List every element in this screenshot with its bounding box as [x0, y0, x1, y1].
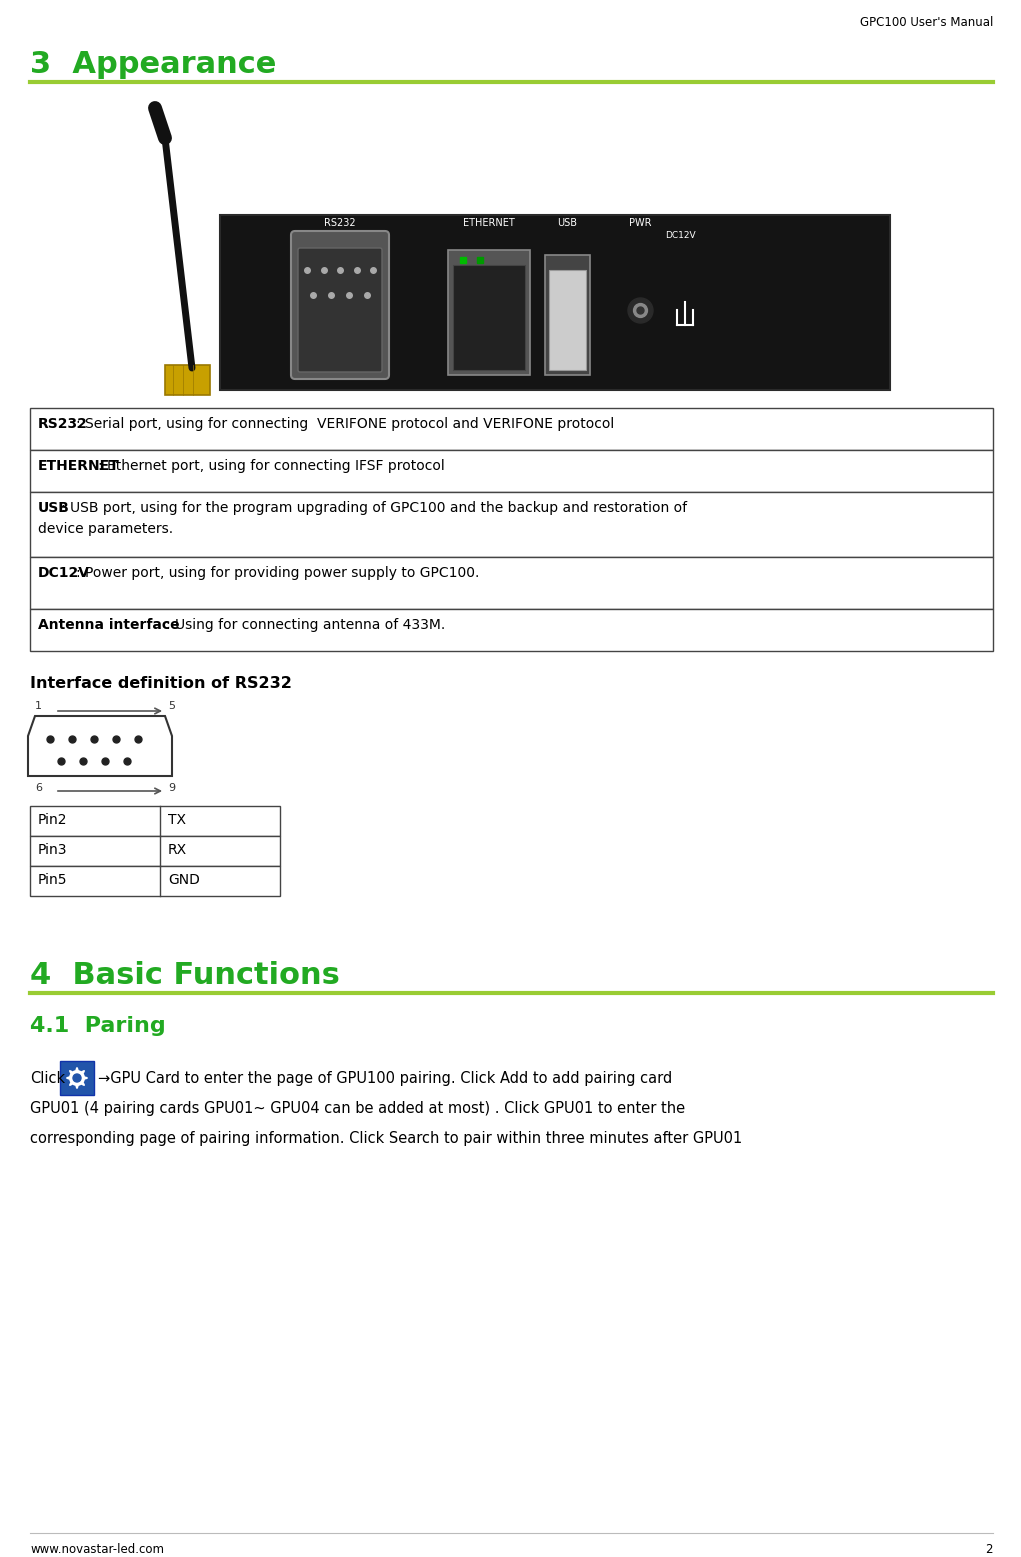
Text: GPU01 (4 pairing cards GPU01~ GPU04 can be added at most) . Click GPU01 to enter: GPU01 (4 pairing cards GPU01~ GPU04 can … [30, 1101, 685, 1116]
Text: Antenna interface: Antenna interface [38, 618, 180, 632]
Bar [453, 265, 525, 371]
Polygon shape [66, 1067, 88, 1088]
Circle shape [72, 1074, 81, 1082]
Text: 5: 5 [168, 701, 175, 712]
Text: device parameters.: device parameters. [38, 522, 174, 536]
Bar [30, 90, 993, 395]
Bar [30, 408, 993, 450]
Bar [165, 364, 210, 395]
Polygon shape [28, 716, 172, 775]
Bar [60, 1060, 94, 1095]
Text: →GPU Card to enter the page of GPU100 pairing. Click Add to add pairing card: →GPU Card to enter the page of GPU100 pa… [98, 1071, 672, 1085]
Text: : Using for connecting antenna of 433M.: : Using for connecting antenna of 433M. [165, 618, 445, 632]
Text: GPC100 User's Manual: GPC100 User's Manual [860, 16, 993, 30]
FancyBboxPatch shape [291, 230, 389, 378]
Text: 4  Basic Functions: 4 Basic Functions [30, 961, 340, 990]
Text: : Ethernet port, using for connecting IFSF protocol: : Ethernet port, using for connecting IF… [98, 459, 445, 473]
Bar [220, 215, 890, 389]
Text: RX: RX [168, 842, 187, 856]
Bar [30, 866, 280, 895]
Text: ETHERNET: ETHERNET [38, 459, 119, 473]
Text: corresponding page of pairing information. Click Search to pair within three min: corresponding page of pairing informatio… [30, 1130, 742, 1146]
Text: : USB port, using for the program upgrading of GPC100 and the backup and restora: : USB port, using for the program upgrad… [60, 501, 687, 515]
Text: 1: 1 [35, 701, 42, 712]
Text: USB: USB [38, 501, 69, 515]
Bar [30, 557, 993, 609]
Text: PWR: PWR [629, 218, 651, 227]
Text: Interface definition of RS232: Interface definition of RS232 [30, 676, 292, 691]
Text: 4.1  Paring: 4.1 Paring [30, 1017, 165, 1035]
Text: Pin3: Pin3 [38, 842, 67, 856]
Text: 6: 6 [35, 783, 42, 793]
Text: TX: TX [168, 813, 186, 827]
Text: DC12V: DC12V [665, 230, 695, 240]
FancyBboxPatch shape [298, 248, 382, 372]
Text: : Serial port, using for connecting  VERIFONE protocol and VERIFONE protocol: : Serial port, using for connecting VERI… [76, 417, 614, 431]
Bar [30, 836, 280, 866]
Bar [30, 807, 280, 836]
Text: GND: GND [168, 873, 200, 887]
Text: Click: Click [30, 1071, 65, 1085]
Text: RS232: RS232 [325, 218, 355, 227]
Bar [448, 251, 530, 375]
Bar [30, 609, 993, 651]
Text: 9: 9 [168, 783, 176, 793]
Text: DC12V: DC12V [38, 567, 90, 581]
Text: 2: 2 [985, 1543, 993, 1555]
Text: Pin5: Pin5 [38, 873, 67, 887]
Text: www.novastar-led.com: www.novastar-led.com [30, 1543, 164, 1555]
Bar [549, 269, 586, 371]
Bar [30, 492, 993, 557]
Text: 3  Appearance: 3 Appearance [30, 50, 277, 79]
Text: USB: USB [557, 218, 578, 227]
Bar [30, 450, 993, 492]
Bar [545, 255, 590, 375]
Text: ETHERNET: ETHERNET [464, 218, 515, 227]
Text: Pin2: Pin2 [38, 813, 67, 827]
Text: : Power port, using for providing power supply to GPC100.: : Power port, using for providing power … [76, 567, 479, 581]
Text: RS232: RS232 [38, 417, 88, 431]
